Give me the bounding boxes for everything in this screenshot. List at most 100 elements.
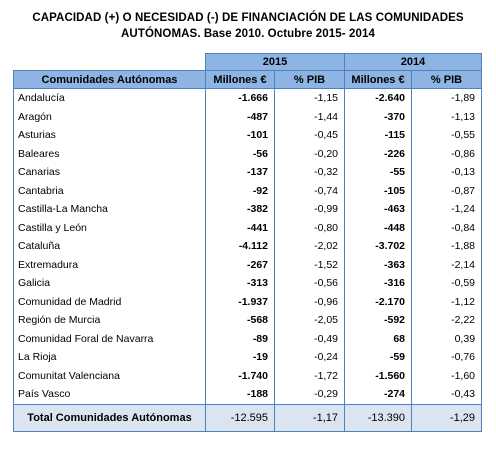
region-name-cell: Baleares — [13, 144, 206, 163]
table-row: País Vasco -188 -0,29 -274 -0,43 — [13, 385, 483, 405]
millones-2015-cell: -313 — [205, 274, 275, 293]
pib-2014-cell: -1,60 — [411, 366, 483, 385]
header-millones-2014: Millones € — [344, 70, 413, 89]
millones-2014-cell: -115 — [344, 126, 413, 145]
pib-2015-cell: -2,05 — [273, 311, 346, 330]
financing-table: 2015 2014 Comunidades Autónomas Millones… — [13, 53, 483, 432]
column-header-row: Comunidades Autónomas Millones € % PIB M… — [13, 70, 483, 89]
millones-2014-cell: -55 — [344, 163, 413, 182]
pib-2015-cell: -0,45 — [273, 126, 346, 145]
pib-2015-cell: -0,20 — [273, 144, 346, 163]
millones-2015-cell: -137 — [205, 163, 275, 182]
pib-2014-cell: -0,86 — [411, 144, 483, 163]
table-row: Castilla y León -441 -0,80 -448 -0,84 — [13, 218, 483, 237]
pib-2014-cell: -1,89 — [411, 88, 483, 108]
millones-2015-cell: -1.740 — [205, 366, 275, 385]
region-name-cell: Extremadura — [13, 255, 206, 274]
millones-2015-cell: -1.666 — [205, 88, 275, 108]
millones-2015-cell: -487 — [205, 107, 275, 126]
pib-2015-cell: -2,02 — [273, 237, 346, 256]
year-header-2014: 2014 — [344, 53, 483, 71]
region-name-cell: Cantabria — [13, 181, 206, 200]
table-row: La Rioja -19 -0,24 -59 -0,76 — [13, 348, 483, 367]
total-pib-2015: -1,17 — [273, 403, 346, 432]
pib-2015-cell: -0,96 — [273, 292, 346, 311]
page-title: CAPACIDAD (+) O NECESIDAD (-) DE FINANCI… — [0, 10, 496, 42]
millones-2015-cell: -92 — [205, 181, 275, 200]
millones-2015-cell: -267 — [205, 255, 275, 274]
table-row: Andalucía -1.666 -1,15 -2.640 -1,89 — [13, 88, 483, 108]
title-line-1: CAPACIDAD (+) O NECESIDAD (-) DE FINANCI… — [32, 12, 464, 24]
table-row: Baleares -56 -0,20 -226 -0,86 — [13, 144, 483, 163]
pib-2014-cell: 0,39 — [411, 329, 483, 348]
region-name-cell: Región de Murcia — [13, 311, 206, 330]
table-row: Cataluña -4.112 -2,02 -3.702 -1,88 — [13, 237, 483, 256]
millones-2015-cell: -101 — [205, 126, 275, 145]
year-header-2015: 2015 — [204, 53, 346, 71]
region-name-cell: Galicia — [13, 274, 206, 293]
table-row: Asturias -101 -0,45 -115 -0,55 — [13, 126, 483, 145]
pib-2014-cell: -1,12 — [411, 292, 483, 311]
millones-2015-cell: -89 — [205, 329, 275, 348]
table-body: Andalucía -1.666 -1,15 -2.640 -1,89 Aragón -48… — [13, 88, 483, 405]
table-row: Canarias -137 -0,32 -55 -0,13 — [13, 163, 483, 182]
millones-2014-cell: 68 — [344, 329, 413, 348]
millones-2015-cell: -19 — [205, 348, 275, 367]
region-name-cell: Andalucía — [13, 88, 206, 108]
pib-2015-cell: -0,56 — [273, 274, 346, 293]
pib-2015-cell: -0,32 — [273, 163, 346, 182]
region-name-cell: Aragón — [13, 107, 206, 126]
pib-2014-cell: -2,22 — [411, 311, 483, 330]
total-millones-2014: -13.390 — [344, 403, 413, 432]
region-name-cell: Castilla y León — [13, 218, 206, 237]
table-row: Comunitat Valenciana -1.740 -1,72 -1.560 -1,… — [13, 366, 483, 385]
region-name-cell: País Vasco — [13, 385, 206, 405]
pib-2015-cell: -0,29 — [273, 385, 346, 405]
pib-2015-cell: -0,49 — [273, 329, 346, 348]
pib-2015-cell: -1,15 — [273, 88, 346, 108]
pib-2014-cell: -0,76 — [411, 348, 483, 367]
pib-2015-cell: -0,80 — [273, 218, 346, 237]
pib-2014-cell: -0,84 — [411, 218, 483, 237]
header-millones-2015: Millones € — [205, 70, 275, 89]
pib-2014-cell: -0,59 — [411, 274, 483, 293]
table-row: Comunidad de Madrid -1.937 -0,96 -2.170 -1,1… — [13, 292, 483, 311]
header-pib-2014: % PIB — [411, 70, 483, 89]
millones-2015-cell: -382 — [205, 200, 275, 219]
region-name-cell: Castilla-La Mancha — [13, 200, 206, 219]
millones-2014-cell: -226 — [344, 144, 413, 163]
millones-2014-cell: -363 — [344, 255, 413, 274]
pib-2014-cell: -1,13 — [411, 107, 483, 126]
pib-2014-cell: -0,55 — [411, 126, 483, 145]
millones-2014-cell: -592 — [344, 311, 413, 330]
millones-2015-cell: -188 — [205, 385, 275, 405]
header-region: Comunidades Autónomas — [13, 70, 206, 89]
millones-2014-cell: -448 — [344, 218, 413, 237]
millones-2014-cell: -274 — [344, 385, 413, 405]
pib-2015-cell: -1,52 — [273, 255, 346, 274]
pib-2014-cell: -1,88 — [411, 237, 483, 256]
region-name-cell: Cataluña — [13, 237, 206, 256]
millones-2015-cell: -568 — [205, 311, 275, 330]
millones-2014-cell: -2.640 — [344, 88, 413, 108]
table-row: Región de Murcia -568 -2,05 -592 -2,22 — [13, 311, 483, 330]
millones-2014-cell: -463 — [344, 200, 413, 219]
header-pib-2015: % PIB — [273, 70, 346, 89]
millones-2015-cell: -1.937 — [205, 292, 275, 311]
total-label: Total Comunidades Autónomas — [13, 403, 206, 432]
total-millones-2015: -12.595 — [205, 403, 275, 432]
pib-2014-cell: -0,87 — [411, 181, 483, 200]
table-row: Aragón -487 -1,44 -370 -1,13 — [13, 107, 483, 126]
table-row: Extremadura -267 -1,52 -363 -2,14 — [13, 255, 483, 274]
total-pib-2014: -1,29 — [411, 403, 483, 432]
pib-2014-cell: -1,24 — [411, 200, 483, 219]
pib-2015-cell: -0,74 — [273, 181, 346, 200]
table-row: Galicia -313 -0,56 -316 -0,59 — [13, 274, 483, 293]
millones-2014-cell: -1.560 — [344, 366, 413, 385]
pib-2015-cell: -0,24 — [273, 348, 346, 367]
millones-2014-cell: -370 — [344, 107, 413, 126]
pib-2015-cell: -1,44 — [273, 107, 346, 126]
millones-2014-cell: -2.170 — [344, 292, 413, 311]
millones-2014-cell: -105 — [344, 181, 413, 200]
millones-2015-cell: -441 — [205, 218, 275, 237]
